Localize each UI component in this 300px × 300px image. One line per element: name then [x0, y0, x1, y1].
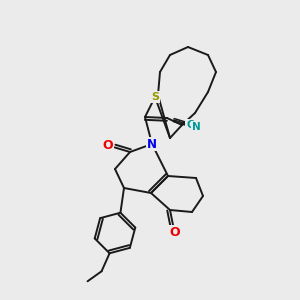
Text: N: N — [192, 122, 201, 132]
Text: O: O — [103, 139, 113, 152]
Text: O: O — [169, 226, 180, 239]
Text: S: S — [151, 92, 159, 102]
Text: N: N — [147, 137, 157, 151]
Text: C: C — [186, 120, 194, 130]
